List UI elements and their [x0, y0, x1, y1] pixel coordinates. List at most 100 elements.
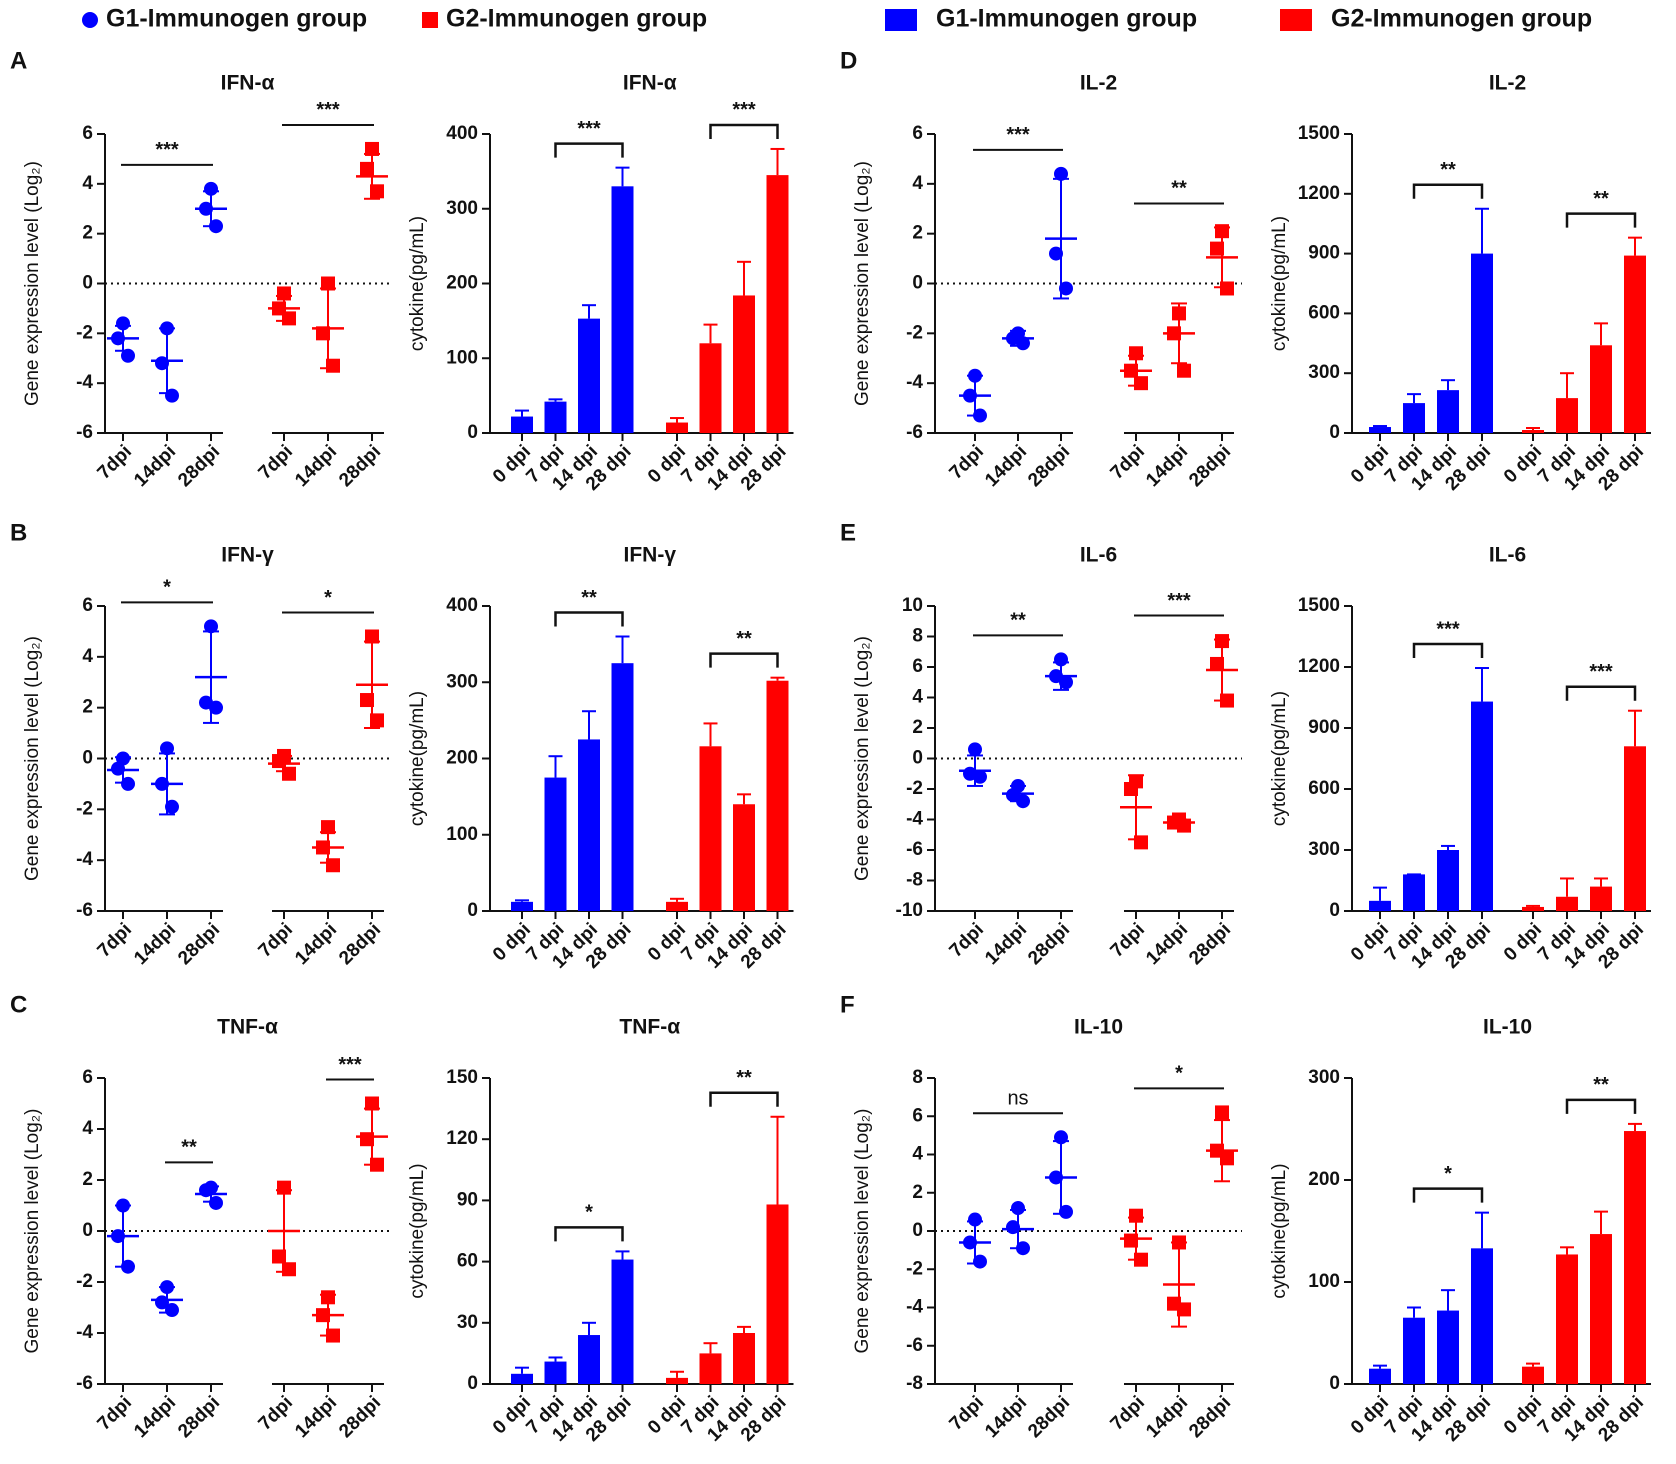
y-tick-label: -6	[76, 1373, 93, 1394]
y-tick-label: 200	[446, 748, 478, 769]
significance-label: ***	[338, 1054, 362, 1076]
legend-marker	[422, 12, 438, 28]
data-point	[365, 1096, 379, 1111]
bar	[1624, 746, 1646, 911]
data-point	[1210, 656, 1224, 671]
bar	[1624, 1131, 1646, 1384]
panel-label: E	[840, 519, 856, 546]
y-tick-label: 6	[82, 1067, 93, 1088]
y-tick-label: 300	[1308, 362, 1340, 383]
y-tick-label: 0	[1329, 1373, 1340, 1394]
data-point	[1210, 241, 1224, 256]
bar	[666, 422, 688, 433]
y-axis-label: cytokine(pg/mL)	[1269, 216, 1290, 351]
x-tick-label: 28dpi	[1024, 1392, 1074, 1442]
x-tick-label: 28dpi	[174, 919, 224, 969]
y-tick-label: 100	[446, 347, 478, 368]
bar	[511, 901, 533, 911]
significance-label: ***	[577, 118, 601, 140]
significance-bracket	[1412, 1187, 1484, 1203]
bar	[1437, 850, 1459, 911]
y-tick-label: 30	[457, 1312, 478, 1333]
y-tick-label: 0	[467, 1373, 478, 1394]
legend-label: G2-Immunogen group	[1331, 5, 1592, 33]
data-point	[1124, 782, 1138, 796]
significance-label: ***	[316, 99, 340, 121]
data-point	[968, 1212, 982, 1227]
bar	[733, 804, 755, 911]
data-point	[1006, 1220, 1020, 1235]
legend-marker	[82, 12, 98, 28]
significance-label: *	[1175, 1063, 1183, 1085]
y-tick-label: 100	[446, 824, 478, 845]
bar	[611, 663, 634, 911]
x-tick-label: 14dpi	[291, 1392, 341, 1442]
y-axis-label: Gene expression level (Log₂)	[22, 636, 43, 881]
x-tick-label: 7dpi	[255, 441, 297, 483]
bar	[1522, 1366, 1544, 1384]
significance-label: *	[1444, 1163, 1452, 1185]
x-tick-label: 14dpi	[981, 1392, 1031, 1442]
bar	[578, 1335, 600, 1384]
y-tick-label: 2	[912, 223, 923, 244]
data-point	[360, 693, 374, 708]
y-tick-label: 0	[912, 748, 923, 769]
y-tick-label: 4	[82, 173, 93, 194]
data-point	[321, 276, 335, 291]
y-tick-label: 1200	[1298, 183, 1340, 204]
data-point	[1215, 1105, 1229, 1120]
data-point	[1177, 1302, 1191, 1317]
y-tick-label: 150	[446, 1067, 478, 1088]
bar	[578, 318, 600, 433]
y-tick-label: 120	[446, 1128, 478, 1149]
y-tick-label: -2	[906, 778, 923, 799]
y-tick-label: 2	[912, 1182, 923, 1203]
x-tick-label: 28dpi	[174, 441, 224, 491]
x-tick-label: 0 dpi	[489, 919, 535, 965]
x-tick-label: 28dpi	[1185, 441, 1235, 491]
data-point	[1177, 363, 1191, 378]
y-tick-label: 900	[1308, 717, 1340, 738]
y-tick-label: 10	[902, 595, 923, 616]
data-point	[209, 1195, 223, 1210]
bar	[733, 1333, 755, 1384]
y-tick-label: -6	[76, 422, 93, 443]
significance-bracket	[1565, 685, 1637, 701]
x-tick-label: 0 dpi	[644, 919, 690, 965]
data-point	[1006, 788, 1020, 803]
significance-bracket	[554, 611, 624, 627]
bar	[1369, 1368, 1391, 1384]
panel-label: F	[840, 991, 855, 1018]
y-tick-label: -2	[76, 798, 93, 819]
bar	[578, 739, 600, 911]
x-tick-label: 28dpi	[1185, 919, 1235, 969]
bar	[1556, 1254, 1578, 1384]
data-point	[1049, 246, 1063, 261]
legend-label: G1-Immunogen group	[936, 5, 1197, 33]
data-point	[968, 742, 982, 757]
significance-bracket	[1412, 642, 1484, 659]
bar	[544, 1361, 567, 1384]
data-point	[365, 629, 379, 644]
significance-label: **	[181, 1137, 197, 1159]
panel-label: D	[840, 47, 857, 74]
bar	[1403, 403, 1425, 433]
y-tick-label: 0	[912, 1220, 923, 1241]
bar	[511, 1373, 533, 1384]
x-tick-label: 28dpi	[335, 919, 385, 969]
significance-bracket	[709, 652, 779, 668]
data-point	[326, 358, 340, 373]
bar	[1403, 874, 1425, 911]
data-point	[1059, 1204, 1073, 1219]
data-point	[316, 326, 330, 341]
x-tick-label: 0 dpi	[1500, 1392, 1546, 1438]
y-tick-label: -10	[896, 900, 923, 921]
significance-label: ***	[732, 99, 756, 121]
bar	[1556, 896, 1578, 911]
x-tick-label: 28dpi	[335, 441, 385, 491]
bar	[666, 901, 688, 911]
y-tick-label: -4	[906, 1297, 923, 1318]
chart-title: IL-10	[1483, 1016, 1532, 1039]
data-point	[165, 799, 179, 814]
